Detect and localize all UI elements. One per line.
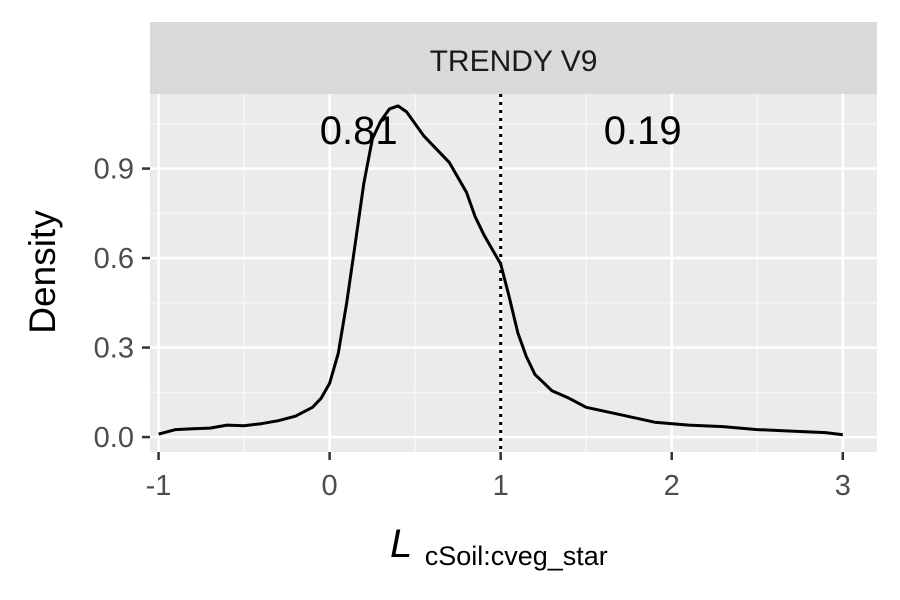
minor-gridlines (150, 94, 877, 452)
x-axis: -1 0 1 2 3 (146, 452, 851, 502)
facet-strip (150, 22, 877, 94)
x-tick-label: 0 (322, 470, 338, 502)
x-tick-label: -1 (146, 470, 172, 502)
x-tick-label: 3 (835, 470, 851, 502)
x-axis-title: L cSoil:cveg_star (390, 522, 608, 571)
facet-label: TRENDY V9 (430, 45, 598, 78)
plot-panel (150, 94, 877, 452)
annotation-right-fraction: 0.19 (604, 109, 682, 153)
y-tick-label: 0.6 (94, 243, 134, 275)
annotation-left-fraction: 0.81 (320, 109, 398, 153)
y-axis-title: Density (22, 210, 63, 334)
y-tick-label: 0.0 (94, 422, 134, 454)
x-tick-label: 1 (493, 470, 509, 502)
x-axis-title-subscript: cSoil:cveg_star (425, 541, 608, 571)
density-curve (158, 104, 843, 437)
y-tick-label: 0.3 (94, 333, 134, 365)
y-axis: 0.0 0.3 0.6 0.9 (94, 154, 150, 454)
x-tick-label: 2 (664, 470, 680, 502)
y-tick-label: 0.9 (94, 154, 134, 186)
x-axis-title-symbol: L (390, 522, 412, 566)
